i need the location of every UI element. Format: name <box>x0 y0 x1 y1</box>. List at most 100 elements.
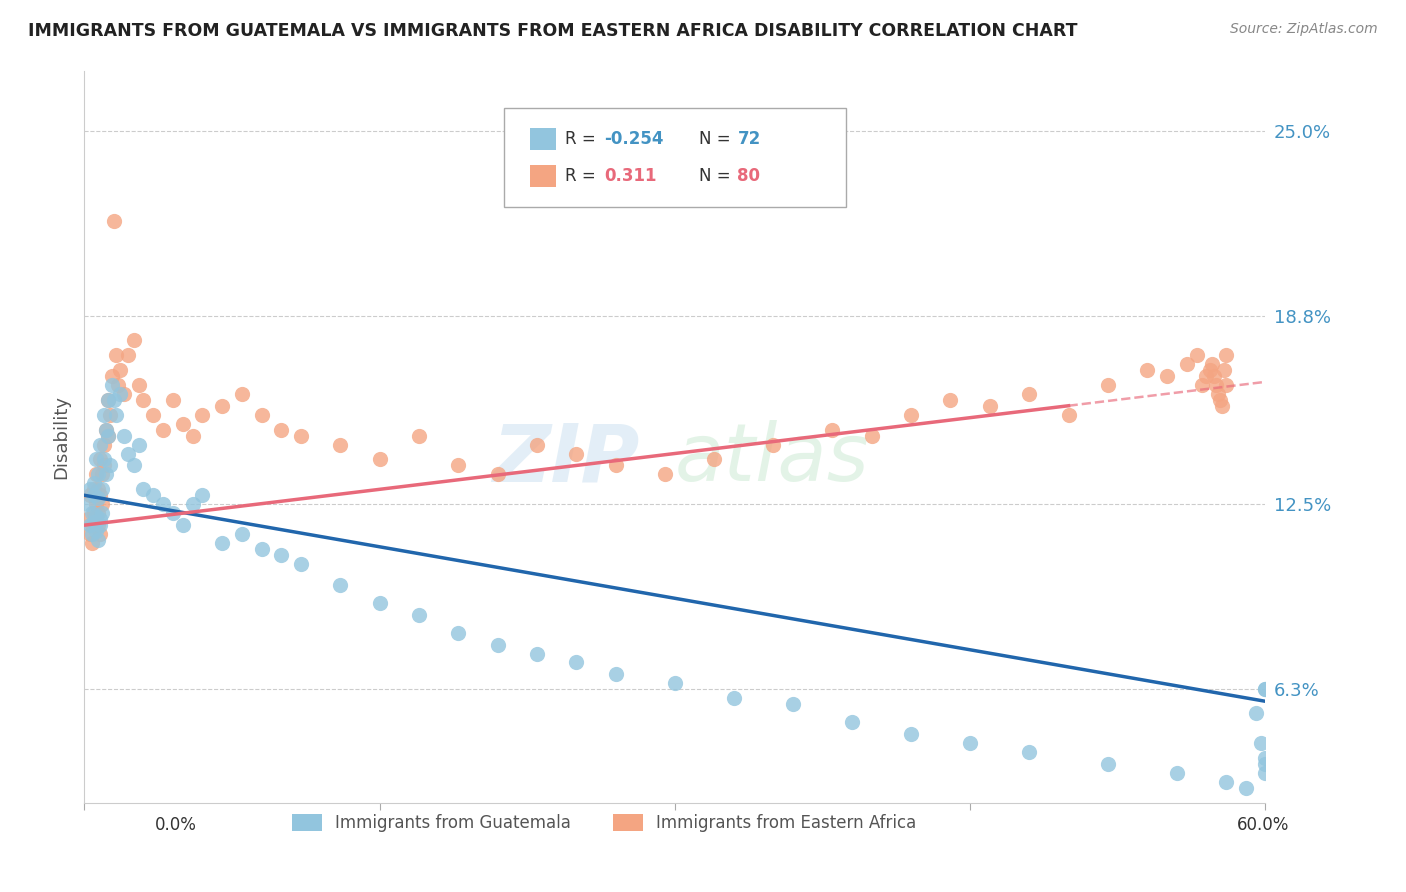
Point <box>93 458 115 473</box>
Point <box>1191 377 1213 392</box>
Point <box>1057 408 1080 422</box>
Point <box>408 607 430 622</box>
Point <box>368 452 391 467</box>
Point <box>89 452 111 467</box>
Point <box>77 497 100 511</box>
Point <box>79 483 101 497</box>
Text: 0.0%: 0.0% <box>155 816 197 834</box>
Point <box>162 506 184 520</box>
Point <box>142 488 165 502</box>
Point <box>762 437 785 451</box>
Point <box>979 399 1001 413</box>
Point <box>1018 745 1040 759</box>
Text: -0.254: -0.254 <box>605 130 664 148</box>
Point <box>122 333 145 347</box>
Point <box>101 368 124 383</box>
Point <box>97 392 120 407</box>
Point <box>1195 368 1218 383</box>
Text: 80: 80 <box>738 167 761 185</box>
Point <box>181 497 204 511</box>
Text: R =: R = <box>565 130 600 148</box>
Point <box>1234 780 1257 795</box>
Text: N =: N = <box>699 130 735 148</box>
Point <box>89 518 111 533</box>
Point <box>104 348 127 362</box>
Point <box>526 647 548 661</box>
Point <box>87 533 110 547</box>
Text: Source: ZipAtlas.com: Source: ZipAtlas.com <box>1230 22 1378 37</box>
Point <box>108 386 131 401</box>
Point <box>900 408 922 422</box>
Point <box>270 423 292 437</box>
Point <box>1215 775 1237 789</box>
Point <box>152 497 174 511</box>
Point <box>83 488 105 502</box>
Point <box>290 557 312 571</box>
Point <box>94 423 117 437</box>
Point <box>98 458 121 473</box>
Point <box>605 667 627 681</box>
Point <box>605 458 627 473</box>
Point <box>91 467 114 482</box>
Point <box>84 467 107 482</box>
Point <box>112 386 135 401</box>
Point <box>959 736 981 750</box>
Point <box>1097 756 1119 771</box>
Point <box>821 423 844 437</box>
Point <box>723 691 745 706</box>
Point <box>103 213 125 227</box>
Text: atlas: atlas <box>675 420 870 498</box>
Point <box>447 625 470 640</box>
Point <box>664 676 686 690</box>
Point <box>447 458 470 473</box>
Point <box>162 392 184 407</box>
Point <box>87 506 110 520</box>
Point <box>290 428 312 442</box>
Point <box>1254 766 1277 780</box>
Legend: Immigrants from Guatemala, Immigrants from Eastern Africa: Immigrants from Guatemala, Immigrants fr… <box>285 807 922 838</box>
Point <box>231 527 253 541</box>
Point <box>79 488 101 502</box>
Point <box>526 437 548 451</box>
Point <box>108 363 131 377</box>
Point <box>939 392 962 407</box>
Point <box>84 452 107 467</box>
Point <box>82 518 104 533</box>
Point <box>250 542 273 557</box>
Point <box>1213 363 1236 377</box>
Point <box>87 467 110 482</box>
Point <box>1175 357 1198 371</box>
Point <box>703 452 725 467</box>
Point <box>89 437 111 451</box>
Point <box>101 377 124 392</box>
Point <box>107 377 129 392</box>
Point <box>782 698 804 712</box>
Point <box>93 408 115 422</box>
Point <box>91 497 114 511</box>
Point <box>84 515 107 529</box>
Point <box>79 527 101 541</box>
Point <box>1244 706 1267 721</box>
Point <box>408 428 430 442</box>
Point <box>128 437 150 451</box>
Point <box>87 491 110 506</box>
Point <box>79 518 101 533</box>
Point <box>112 428 135 442</box>
Point <box>97 392 120 407</box>
Text: 72: 72 <box>738 130 761 148</box>
Point <box>1166 766 1188 780</box>
Point <box>1254 682 1277 697</box>
Point <box>117 348 139 362</box>
Point <box>270 548 292 562</box>
Bar <box>530 128 555 150</box>
Point <box>84 497 107 511</box>
Point <box>1254 682 1277 697</box>
Point <box>191 408 214 422</box>
Point <box>1185 348 1208 362</box>
Point <box>84 509 107 524</box>
Point <box>486 638 509 652</box>
Point <box>1211 399 1233 413</box>
Point <box>98 408 121 422</box>
Point <box>93 437 115 451</box>
Point <box>103 392 125 407</box>
